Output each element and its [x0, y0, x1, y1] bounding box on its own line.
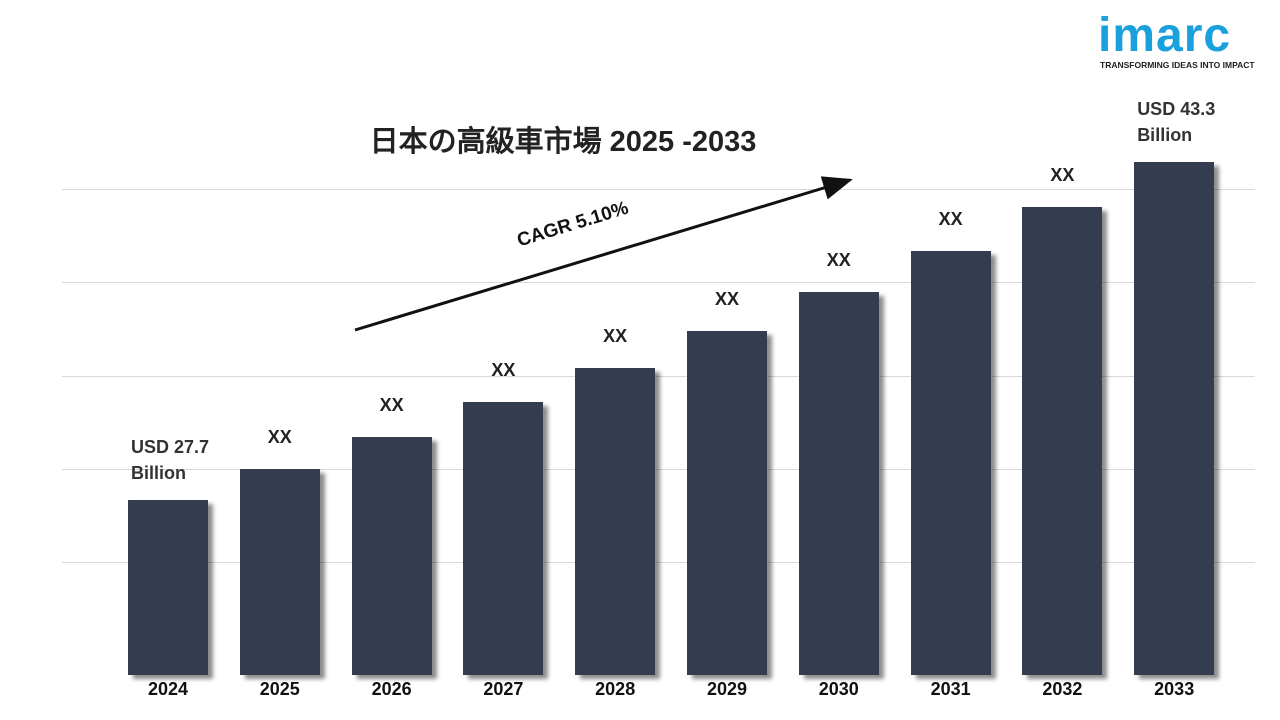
x-tick-label: 2026	[371, 679, 412, 699]
bar	[239, 469, 320, 675]
x-tick-label: 2030	[818, 679, 859, 699]
x-tick-label: 2024	[147, 679, 189, 699]
bar	[575, 367, 656, 675]
logo: imarc	[1098, 9, 1232, 62]
logo-tagline: TRANSFORMING IDEAS INTO IMPACT	[1100, 60, 1255, 70]
x-tick-label: 2029	[706, 679, 748, 699]
value-label: XX	[938, 208, 963, 229]
grid-line	[62, 282, 1255, 283]
value-label: XX	[826, 249, 851, 270]
bar	[128, 499, 208, 675]
value-label: USD 27.7 Billion	[131, 436, 210, 483]
x-tick-label: 2025	[259, 679, 300, 699]
value-label: XX	[267, 427, 292, 448]
bar	[463, 402, 544, 675]
x-tick-label: 2028	[595, 679, 636, 699]
bar	[351, 436, 432, 675]
bar	[687, 330, 767, 675]
grid-line	[62, 562, 1255, 563]
value-label: XX	[379, 394, 404, 415]
value-label: XX	[603, 325, 628, 346]
chart-title: 日本の高級車市場 2025 -2033	[369, 126, 757, 158]
bar	[1022, 207, 1103, 675]
value-label: XX	[714, 288, 739, 309]
bar	[798, 291, 879, 675]
x-tick-label: 2033	[1154, 679, 1195, 699]
value-label: USD 43.3 Billion	[1137, 99, 1216, 145]
value-label: XX	[1050, 165, 1075, 186]
x-tick-label: 2027	[483, 679, 524, 699]
value-label: XX	[491, 360, 516, 381]
grid-line	[62, 469, 1255, 470]
grid-line	[62, 376, 1255, 377]
grid-line	[62, 189, 1255, 190]
bar	[1134, 162, 1215, 675]
x-tick-label: 2032	[1042, 679, 1083, 699]
x-tick-label: 2031	[930, 679, 971, 699]
bar	[910, 250, 991, 675]
